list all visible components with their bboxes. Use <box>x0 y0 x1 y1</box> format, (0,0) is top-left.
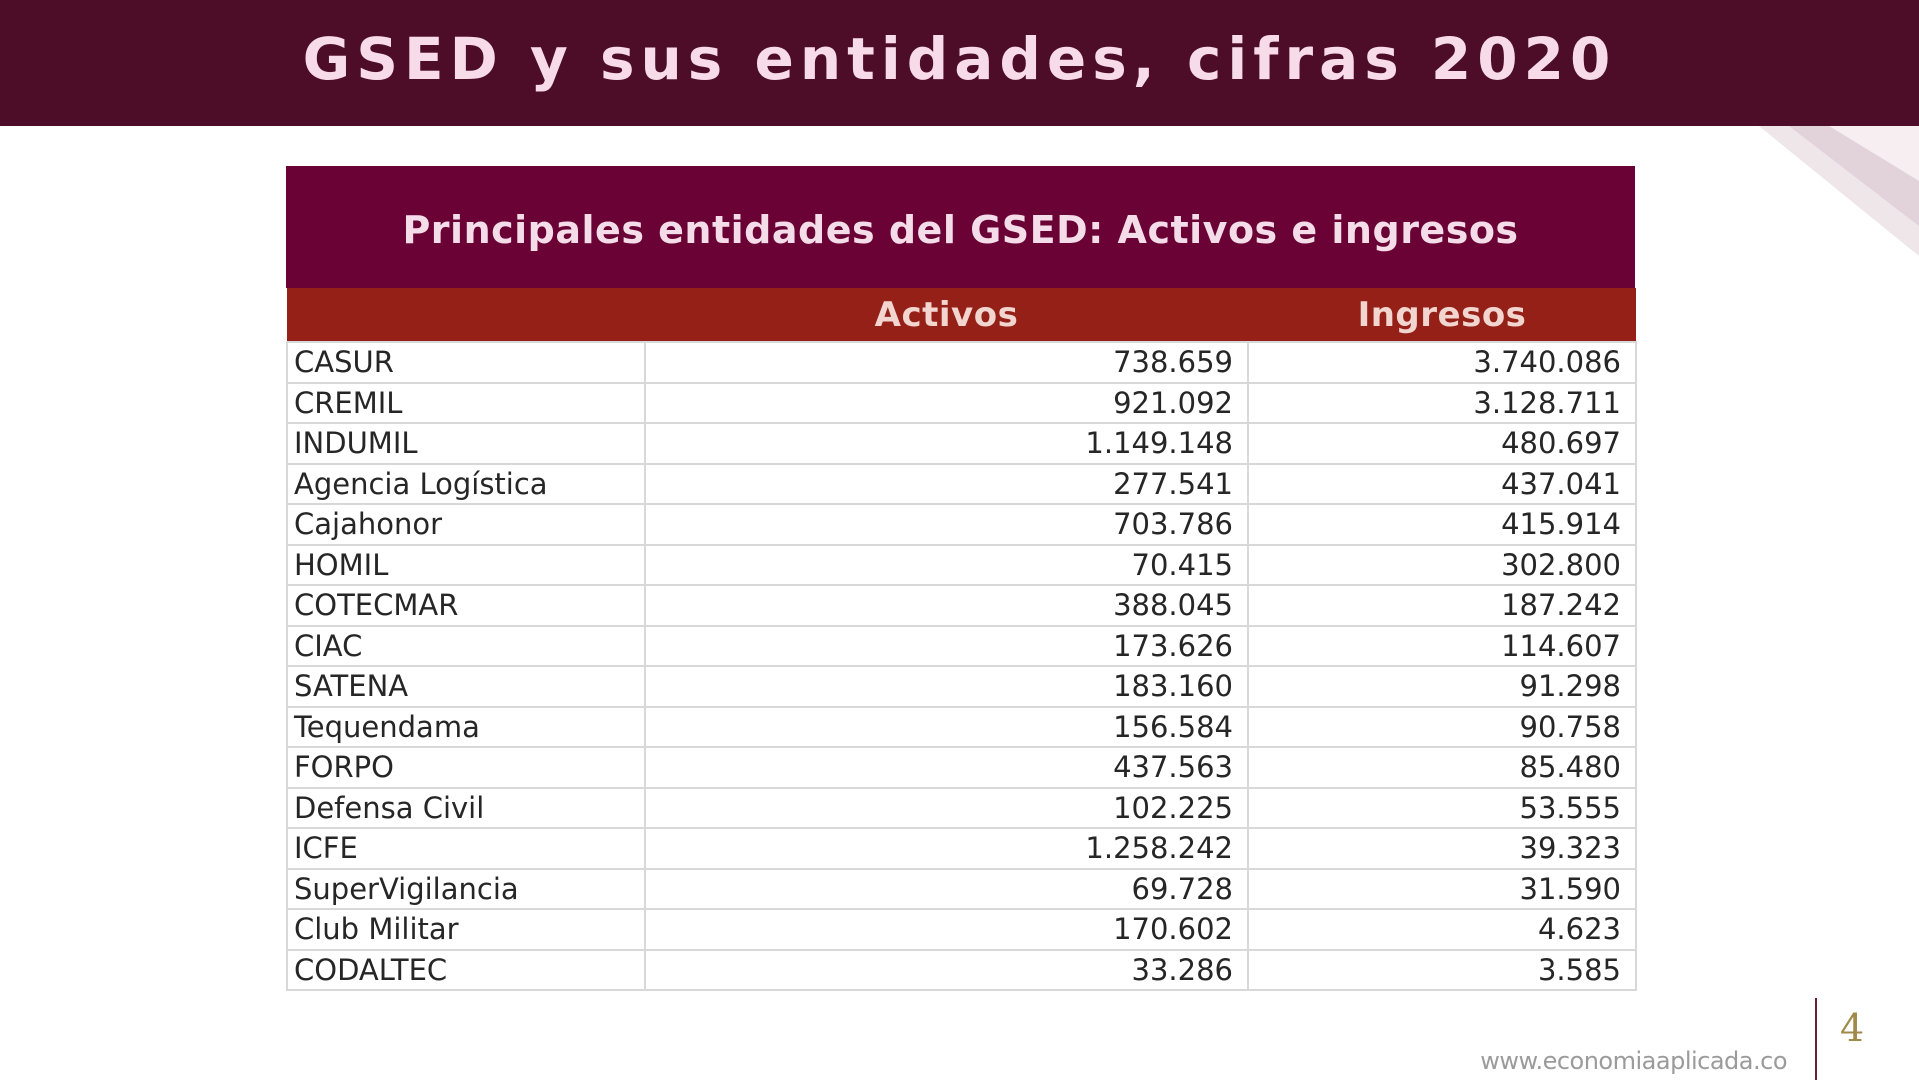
table-row: ICFE 1.258.242 39.323 <box>286 827 1637 870</box>
table-row: SATENA 183.160 91.298 <box>286 665 1637 708</box>
entity-cell: CODALTEC <box>286 948 646 991</box>
ingresos-cell: 39.323 <box>1247 827 1637 870</box>
activos-cell: 1.149.148 <box>644 422 1249 465</box>
activos-cell: 738.659 <box>644 341 1249 384</box>
activos-cell: 703.786 <box>644 503 1249 546</box>
ingresos-cell: 480.697 <box>1247 422 1637 465</box>
activos-cell: 33.286 <box>644 948 1249 991</box>
activos-cell: 388.045 <box>644 584 1249 627</box>
table-row: CIAC 173.626 114.607 <box>286 624 1637 667</box>
activos-cell: 102.225 <box>644 786 1249 829</box>
ingresos-cell: 3.585 <box>1247 948 1637 991</box>
entity-cell: Club Militar <box>286 908 646 951</box>
footer-divider <box>1815 998 1817 1080</box>
corner-decoration <box>1759 126 1919 256</box>
ingresos-cell: 415.914 <box>1247 503 1637 546</box>
table-row: HOMIL 70.415 302.800 <box>286 543 1637 586</box>
entities-table: Activos Ingresos CASUR 738.659 3.740.086 CR… <box>286 288 1637 991</box>
activos-cell: 170.602 <box>644 908 1249 951</box>
entities-table-container: Principales entidades del GSED: Activos … <box>286 166 1637 991</box>
slide-title: GSED y sus entidades, cifras 2020 <box>302 25 1617 93</box>
activos-cell: 183.160 <box>644 665 1249 708</box>
activos-cell: 156.584 <box>644 705 1249 748</box>
ingresos-cell: 3.128.711 <box>1247 381 1637 424</box>
entity-cell: CASUR <box>286 341 646 384</box>
activos-cell: 921.092 <box>644 381 1249 424</box>
table-header-row: Activos Ingresos <box>287 288 1636 342</box>
table-caption: Principales entidades del GSED: Activos … <box>286 166 1635 288</box>
entity-cell: Tequendama <box>286 705 646 748</box>
ingresos-cell: 90.758 <box>1247 705 1637 748</box>
table-row: CODALTEC 33.286 3.585 <box>286 948 1637 991</box>
entity-cell: FORPO <box>286 746 646 789</box>
ingresos-cell: 437.041 <box>1247 462 1637 505</box>
table-row: FORPO 437.563 85.480 <box>286 746 1637 789</box>
table-body: CASUR 738.659 3.740.086 CREMIL 921.092 3.128.… <box>286 341 1637 991</box>
activos-cell: 1.258.242 <box>644 827 1249 870</box>
table-row: Cajahonor 703.786 415.914 <box>286 503 1637 546</box>
table-row: COTECMAR 388.045 187.242 <box>286 584 1637 627</box>
ingresos-cell: 4.623 <box>1247 908 1637 951</box>
entity-cell: Agencia Logística <box>286 462 646 505</box>
table-row: SuperVigilancia 69.728 31.590 <box>286 867 1637 910</box>
entity-cell: HOMIL <box>286 543 646 586</box>
header-activos: Activos <box>645 288 1248 342</box>
activos-cell: 437.563 <box>644 746 1249 789</box>
entity-cell: INDUMIL <box>286 422 646 465</box>
header-ingresos: Ingresos <box>1248 288 1636 342</box>
table-row: Defensa Civil 102.225 53.555 <box>286 786 1637 829</box>
ingresos-cell: 302.800 <box>1247 543 1637 586</box>
ingresos-cell: 114.607 <box>1247 624 1637 667</box>
entity-cell: Defensa Civil <box>286 786 646 829</box>
entity-cell: ICFE <box>286 827 646 870</box>
entity-cell: SuperVigilancia <box>286 867 646 910</box>
ingresos-cell: 31.590 <box>1247 867 1637 910</box>
table-row: Club Militar 170.602 4.623 <box>286 908 1637 951</box>
activos-cell: 69.728 <box>644 867 1249 910</box>
table-row: CREMIL 921.092 3.128.711 <box>286 381 1637 424</box>
table-row: CASUR 738.659 3.740.086 <box>286 341 1637 384</box>
activos-cell: 70.415 <box>644 543 1249 586</box>
activos-cell: 173.626 <box>644 624 1249 667</box>
entity-cell: CREMIL <box>286 381 646 424</box>
ingresos-cell: 91.298 <box>1247 665 1637 708</box>
activos-cell: 277.541 <box>644 462 1249 505</box>
page-number: 4 <box>1840 1006 1865 1050</box>
entity-cell: Cajahonor <box>286 503 646 546</box>
ingresos-cell: 187.242 <box>1247 584 1637 627</box>
entity-cell: CIAC <box>286 624 646 667</box>
ingresos-cell: 85.480 <box>1247 746 1637 789</box>
header-entity <box>287 288 645 342</box>
table-row: INDUMIL 1.149.148 480.697 <box>286 422 1637 465</box>
footer-url: www.economiaaplicada.co <box>1480 1047 1787 1075</box>
title-bar: GSED y sus entidades, cifras 2020 <box>0 0 1919 126</box>
ingresos-cell: 53.555 <box>1247 786 1637 829</box>
entity-cell: COTECMAR <box>286 584 646 627</box>
ingresos-cell: 3.740.086 <box>1247 341 1637 384</box>
table-row: Tequendama 156.584 90.758 <box>286 705 1637 748</box>
entity-cell: SATENA <box>286 665 646 708</box>
table-row: Agencia Logística 277.541 437.041 <box>286 462 1637 505</box>
